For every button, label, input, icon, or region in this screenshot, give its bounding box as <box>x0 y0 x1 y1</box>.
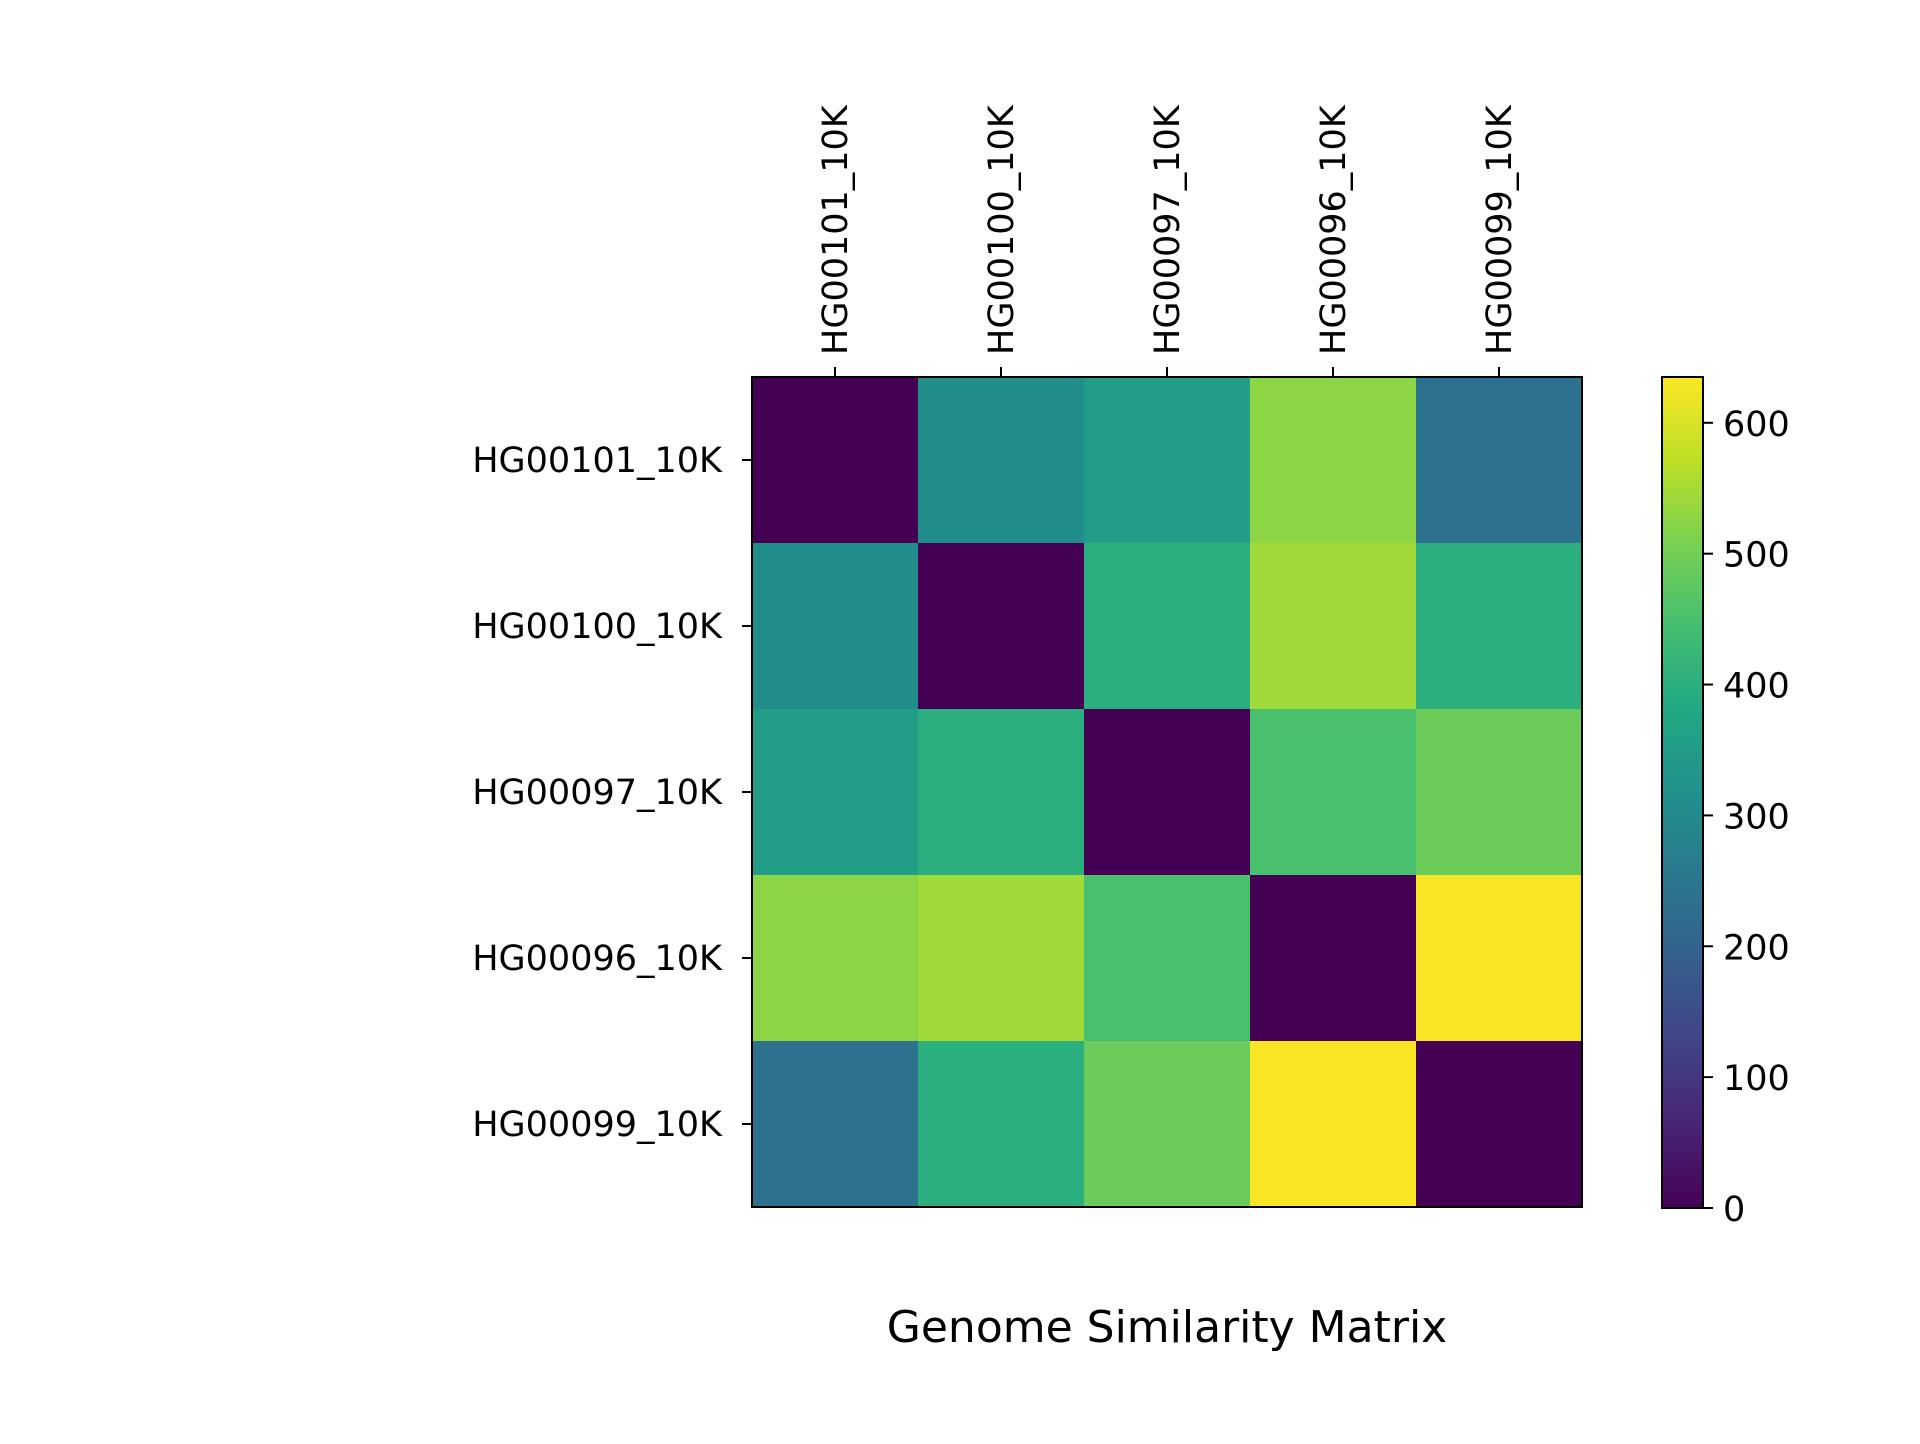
heatmap-cell <box>752 543 919 710</box>
heatmap-cell <box>1416 709 1583 876</box>
heatmap-cell <box>752 875 919 1042</box>
heatmap-cell <box>1416 1041 1583 1208</box>
y-axis-ticks: HG00101_10K HG00100_10K HG00097_10K HG00096… <box>472 441 752 1145</box>
colorbar-tick-label: 500 <box>1723 536 1790 576</box>
x-tick-label: HG00100_10K <box>982 104 1022 355</box>
x-axis-ticks: HG00101_10K HG00100_10K HG00097_10K HG00096… <box>816 104 1520 377</box>
colorbar-tick-label: 600 <box>1723 405 1790 445</box>
heatmap-cell <box>1084 875 1251 1042</box>
x-tick-label: HG00101_10K <box>816 104 856 355</box>
heatmap-cell <box>1416 875 1583 1042</box>
heatmap-cell <box>1250 875 1417 1042</box>
heatmap-cell <box>1416 543 1583 710</box>
heatmap-cell <box>1084 1041 1251 1208</box>
heatmap-cell <box>752 1041 919 1208</box>
heatmap-cells <box>752 377 1583 1208</box>
x-tick-label: HG00097_10K <box>1148 104 1188 355</box>
heatmap-cell <box>918 875 1085 1042</box>
heatmap-cell <box>1084 543 1251 710</box>
heatmap-cell <box>1250 709 1417 876</box>
chart-title: Genome Similarity Matrix <box>887 1302 1447 1353</box>
colorbar-tick-label: 0 <box>1723 1190 1745 1230</box>
heatmap-cell <box>1084 377 1251 544</box>
x-tick-label: HG00096_10K <box>1314 104 1354 355</box>
heatmap-cell <box>1250 1041 1417 1208</box>
colorbar-tick-label: 200 <box>1723 928 1790 968</box>
heatmap-cell <box>1416 377 1583 544</box>
y-tick-label: HG00097_10K <box>472 773 723 813</box>
heatmap-cell <box>918 709 1085 876</box>
colorbar-gradient <box>1662 377 1703 1208</box>
x-tick-label: HG00099_10K <box>1480 104 1520 355</box>
y-tick-label: HG00101_10K <box>472 441 723 481</box>
colorbar: 0 100 200 300 400 500 600 <box>1661 376 1790 1230</box>
colorbar-ticks: 0 100 200 300 400 500 600 <box>1703 405 1790 1230</box>
heatmap-cell <box>752 709 919 876</box>
colorbar-tick-label: 300 <box>1723 797 1790 837</box>
y-tick-label: HG00099_10K <box>472 1105 723 1145</box>
y-tick-label: HG00100_10K <box>472 607 723 647</box>
heatmap-cell <box>918 543 1085 710</box>
y-tick-label: HG00096_10K <box>472 939 723 979</box>
heatmap-cell <box>918 377 1085 544</box>
heatmap-cell <box>918 1041 1085 1208</box>
colorbar-tick-label: 100 <box>1723 1059 1790 1099</box>
heatmap-cell <box>1084 709 1251 876</box>
colorbar-frame <box>1661 376 1704 1209</box>
heatmap-cell <box>1250 377 1417 544</box>
colorbar-tick-label: 400 <box>1723 667 1790 707</box>
heatmap-cell <box>752 377 919 544</box>
heatmap-cell <box>1250 543 1417 710</box>
